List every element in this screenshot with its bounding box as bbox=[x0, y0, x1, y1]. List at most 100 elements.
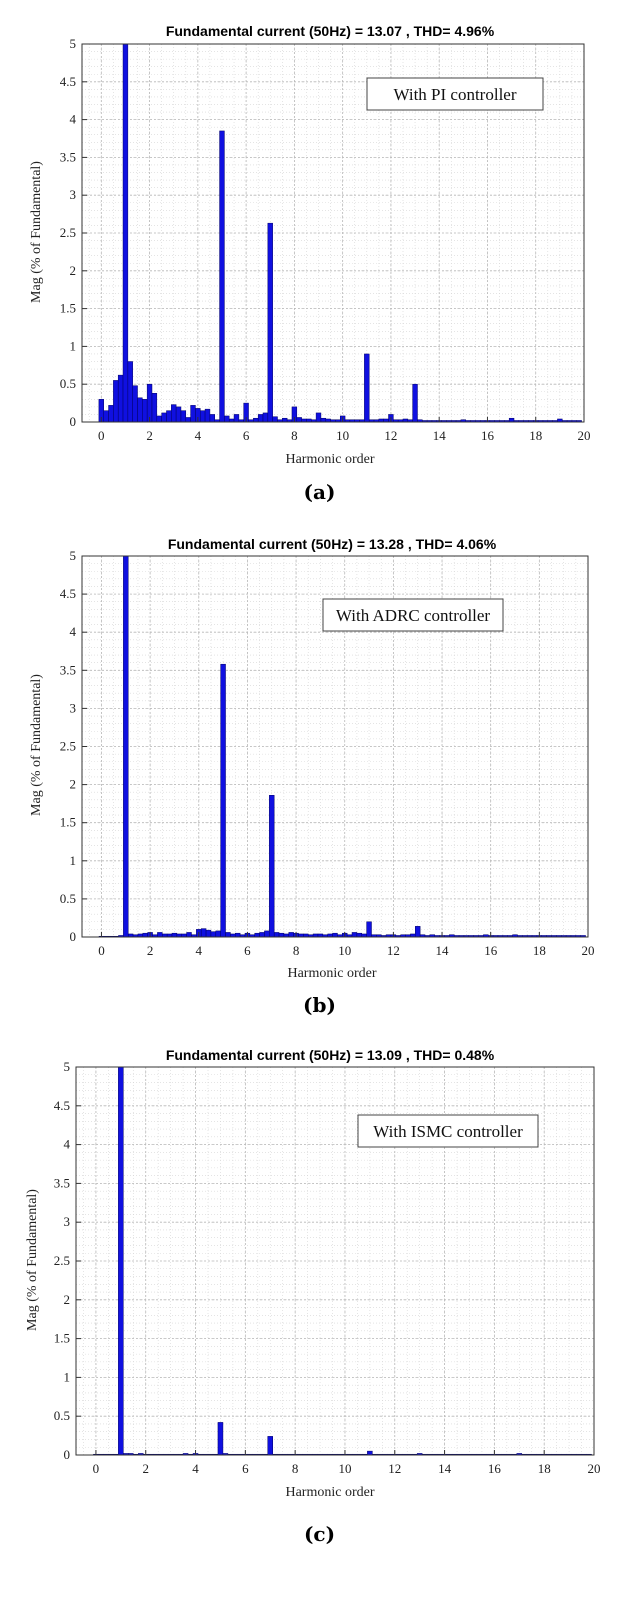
bar bbox=[288, 932, 294, 938]
x-tick-label: 4 bbox=[192, 1461, 199, 1476]
bar bbox=[215, 930, 221, 938]
bar bbox=[412, 383, 418, 423]
chart-c-annotation-text: With ISMC controller bbox=[373, 1122, 523, 1141]
bar bbox=[356, 932, 363, 938]
x-tick-label: 14 bbox=[436, 943, 450, 958]
y-tick-label: 1 bbox=[70, 853, 77, 868]
x-tick-label: 10 bbox=[338, 943, 351, 958]
bar bbox=[364, 353, 370, 423]
bar bbox=[137, 397, 143, 423]
bar bbox=[142, 932, 148, 938]
x-tick-label: 0 bbox=[93, 1461, 100, 1476]
x-tick-label: 4 bbox=[195, 428, 202, 443]
y-tick-label: 3.5 bbox=[60, 149, 76, 164]
y-tick-label: 0 bbox=[70, 414, 77, 429]
x-tick-label: 2 bbox=[147, 943, 154, 958]
y-tick-label: 1 bbox=[64, 1369, 71, 1384]
chart-a-annotation-frame bbox=[366, 77, 544, 111]
bar bbox=[332, 932, 338, 938]
chart-b-ylabel: Mag (% of Fundamental) bbox=[29, 674, 44, 816]
bar bbox=[156, 415, 162, 423]
chart-c-annotation-frame bbox=[357, 1114, 539, 1148]
y-tick-label: 2.5 bbox=[60, 225, 76, 240]
bar bbox=[171, 404, 177, 423]
chart-b-annotation-frame bbox=[322, 598, 504, 632]
y-tick-label: 2 bbox=[70, 777, 77, 792]
chart-c-ylabel: Mag (% of Fundamental) bbox=[25, 1189, 40, 1331]
y-tick-label: 0.5 bbox=[60, 376, 76, 391]
bar bbox=[253, 417, 259, 423]
chart-a-caption: (a) bbox=[303, 480, 336, 504]
bar bbox=[190, 405, 196, 423]
x-tick-label: 6 bbox=[244, 943, 251, 958]
x-tick-label: 8 bbox=[293, 943, 300, 958]
bar bbox=[166, 410, 172, 423]
chart-b-annotation-text: With ADRC controller bbox=[336, 606, 491, 625]
chart-a-xlabel: Harmonic order bbox=[285, 452, 374, 467]
y-tick-label: 2 bbox=[70, 263, 77, 278]
x-tick-label: 6 bbox=[242, 1461, 249, 1476]
x-tick-label: 16 bbox=[488, 1461, 502, 1476]
bar bbox=[219, 130, 225, 423]
chart-panel-b: Fundamental current (50Hz) = 13.28 , THD… bbox=[0, 525, 639, 1045]
y-tick-label: 0 bbox=[70, 929, 77, 944]
y-tick-label: 3.5 bbox=[54, 1175, 70, 1190]
bar bbox=[351, 932, 358, 938]
y-tick-label: 1.5 bbox=[60, 815, 76, 830]
bar bbox=[113, 380, 119, 423]
bar bbox=[210, 931, 217, 938]
bar bbox=[233, 414, 240, 423]
y-tick-label: 4.5 bbox=[54, 1098, 70, 1113]
x-tick-label: 14 bbox=[433, 428, 447, 443]
chart-a-annotation-box: With PI controller bbox=[366, 77, 544, 111]
bar bbox=[254, 932, 260, 938]
bar bbox=[278, 932, 285, 938]
x-tick-label: 4 bbox=[196, 943, 203, 958]
bar bbox=[171, 932, 178, 938]
y-tick-label: 3 bbox=[64, 1214, 71, 1229]
bar bbox=[257, 414, 264, 423]
x-tick-label: 18 bbox=[538, 1461, 551, 1476]
bar bbox=[122, 43, 129, 423]
bar bbox=[224, 415, 230, 423]
bar bbox=[117, 374, 124, 423]
bar bbox=[205, 929, 212, 938]
bar bbox=[366, 921, 372, 938]
x-tick-label: 2 bbox=[146, 428, 153, 443]
chart-c-title: Fundamental current (50Hz) = 13.09 , THD… bbox=[166, 1047, 495, 1063]
x-tick-label: 8 bbox=[292, 1461, 299, 1476]
bar bbox=[272, 416, 278, 423]
x-tick-label: 14 bbox=[438, 1461, 452, 1476]
bar bbox=[108, 405, 114, 423]
chart-b-caption: (b) bbox=[303, 993, 336, 1017]
x-tick-label: 0 bbox=[98, 428, 105, 443]
bar bbox=[267, 1436, 273, 1456]
y-tick-label: 4.5 bbox=[60, 74, 76, 89]
chart-a-ylabel: Mag (% of Fundamental) bbox=[29, 161, 44, 303]
y-tick-label: 2.5 bbox=[60, 739, 76, 754]
bar bbox=[123, 555, 129, 938]
y-tick-label: 3.5 bbox=[60, 662, 76, 677]
chart-c-svg: Fundamental current (50Hz) = 13.09 , THD… bbox=[25, 1047, 601, 1500]
y-tick-label: 4 bbox=[64, 1137, 71, 1152]
chart-c-caption: (c) bbox=[303, 1522, 336, 1546]
bar bbox=[415, 926, 421, 938]
x-tick-label: 0 bbox=[98, 943, 105, 958]
bar bbox=[296, 417, 302, 423]
y-tick-label: 2 bbox=[64, 1292, 71, 1307]
bar bbox=[204, 408, 211, 423]
y-tick-label: 3 bbox=[70, 700, 77, 715]
bar bbox=[259, 932, 265, 938]
y-tick-label: 1.5 bbox=[60, 301, 76, 316]
x-tick-label: 10 bbox=[336, 428, 349, 443]
x-tick-label: 20 bbox=[582, 943, 595, 958]
chart-a-title: Fundamental current (50Hz) = 13.07 , THD… bbox=[166, 23, 495, 39]
bar bbox=[157, 932, 163, 938]
bar bbox=[273, 932, 280, 938]
chart-a-annotation-text: With PI controller bbox=[393, 85, 516, 104]
x-tick-label: 18 bbox=[533, 943, 546, 958]
chart-c-xlabel: Harmonic order bbox=[285, 1485, 374, 1500]
x-tick-label: 16 bbox=[484, 943, 498, 958]
bar bbox=[175, 406, 182, 423]
bar bbox=[217, 1422, 224, 1456]
